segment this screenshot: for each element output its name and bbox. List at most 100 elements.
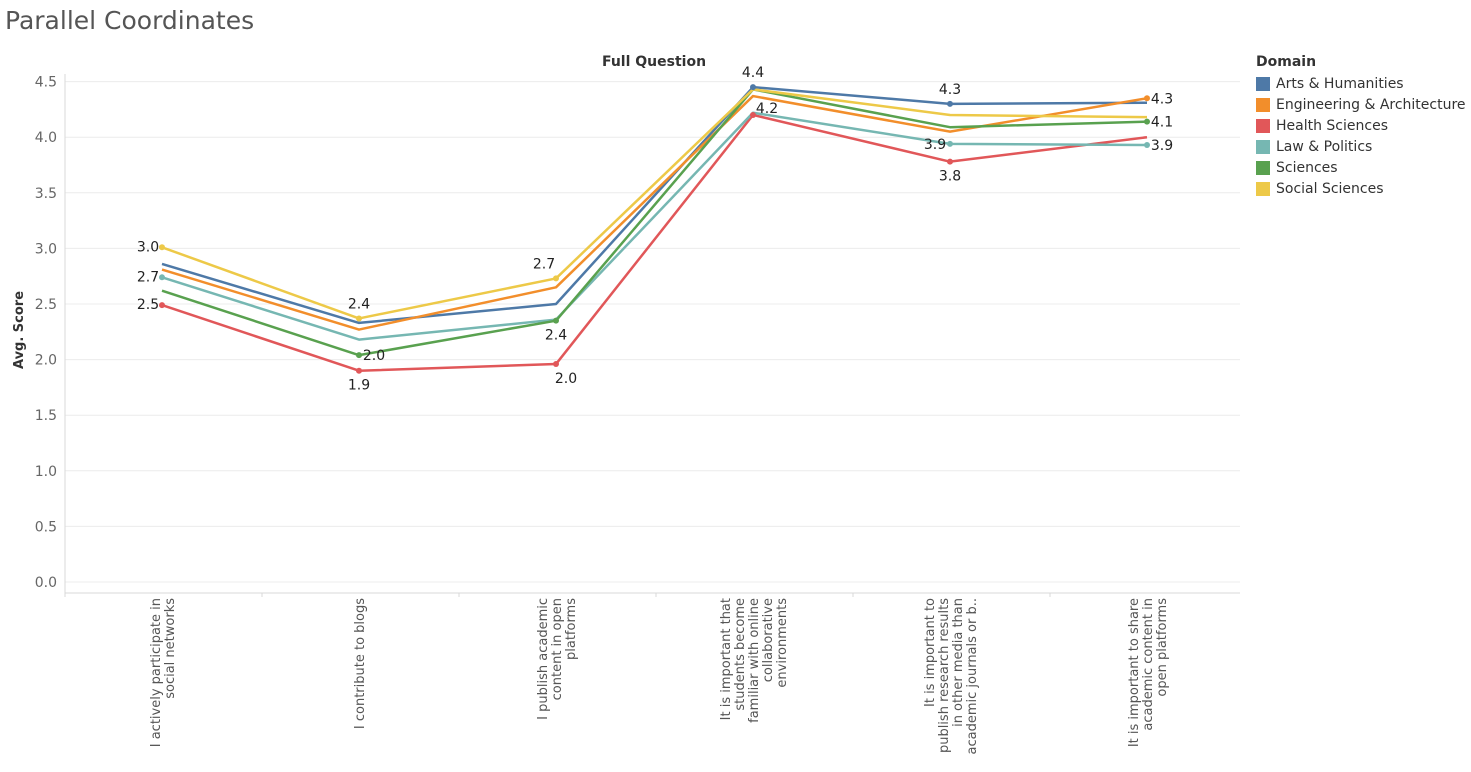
x-tick-label: It is important that (719, 598, 734, 720)
y-tick-label: 0.5 (35, 519, 57, 535)
data-label: 3.9 (1151, 138, 1173, 154)
x-tick-label: social networks (163, 598, 178, 699)
series-line-arts-humanities (161, 85, 1148, 325)
data-point (947, 158, 953, 165)
series-line-social-sciences (161, 88, 1148, 320)
chart-title: Full Question (602, 54, 706, 70)
x-category-label: It is important to share academic content… (1127, 598, 1170, 747)
data-label: 4.3 (939, 82, 961, 98)
x-tick-label: collaborative (761, 598, 776, 682)
data-point (750, 111, 756, 118)
legend-label: Law & Politics (1276, 138, 1373, 155)
legend-item[interactable]: Health Sciences (1256, 115, 1466, 136)
legend-item[interactable]: Social Sciences (1256, 178, 1466, 199)
x-tick-label: in other media than (951, 598, 966, 727)
data-point (1144, 95, 1150, 102)
data-label: 4.1 (1151, 115, 1173, 131)
data-point (356, 367, 362, 374)
series-line-law-politics (161, 111, 1148, 341)
data-point (553, 317, 559, 324)
x-tick-label: environments (775, 598, 790, 688)
legend-item[interactable]: Law & Politics (1256, 136, 1466, 157)
data-label: 2.4 (348, 296, 370, 312)
data-point (159, 274, 165, 281)
x-tick-label: publish research results (937, 598, 952, 753)
data-label: 3.8 (939, 169, 961, 185)
data-point (356, 352, 362, 359)
data-point (159, 302, 165, 309)
data-label: 2.0 (555, 371, 577, 387)
series-line-engineering-architecture (161, 94, 1148, 331)
data-point (553, 361, 559, 368)
legend-label: Social Sciences (1276, 180, 1384, 197)
data-label: 2.0 (363, 348, 385, 364)
y-tick-label: 2.5 (35, 297, 57, 313)
data-point (947, 100, 953, 107)
data-point (947, 140, 953, 147)
parallel-coordinates-chart: Full Question Avg. Score 0.0 0.5 1.0 1.5 2.0… (12, 54, 1240, 754)
y-tick-label: 3.0 (35, 241, 57, 257)
x-category-label: I contribute to blogs (353, 598, 368, 729)
series-line-sciences (161, 88, 1148, 357)
data-label: 3.0 (137, 239, 159, 255)
legend-swatch (1256, 160, 1270, 175)
data-label: 4.2 (756, 101, 778, 117)
series-line-health-sciences (161, 113, 1148, 372)
legend-label: Health Sciences (1276, 117, 1388, 134)
legend-swatch (1256, 76, 1270, 91)
data-point (750, 84, 756, 91)
x-tick-label: I contribute to blogs (353, 598, 368, 729)
x-tick-label: It is important to (923, 598, 938, 707)
y-tick-label: 1.0 (35, 464, 57, 480)
x-tick-label: I publish academic (536, 598, 551, 720)
y-tick-label: 0.0 (35, 575, 57, 591)
legend-item[interactable]: Sciences (1256, 157, 1466, 178)
legend-label: Engineering & Architecture (1276, 96, 1466, 113)
data-point (1144, 141, 1150, 148)
x-tick-label: platforms (564, 598, 579, 660)
legend-swatch (1256, 181, 1270, 196)
grid-layer (65, 81, 1240, 583)
x-tick-label: content in open (550, 598, 565, 700)
x-tick-label: open platforms (1155, 598, 1170, 697)
y-tick-label: 1.5 (35, 408, 57, 424)
page-title: Parallel Coordinates (5, 6, 255, 35)
series-layer (161, 85, 1148, 372)
x-tick-label: familiar with online (747, 598, 762, 723)
data-label: 4.4 (742, 65, 764, 81)
x-category-label: I actively participate in social networks (149, 598, 178, 747)
x-tick-label: It is important to share (1127, 598, 1142, 747)
x-tick-label: I actively participate in (149, 598, 164, 747)
data-label: 2.5 (137, 297, 159, 313)
y-tick-label: 3.5 (35, 186, 57, 202)
x-category-label: It is important to publish research resul… (923, 598, 980, 755)
legend-title: Domain (1256, 54, 1317, 70)
legend-swatch (1256, 139, 1270, 154)
data-label: 2.7 (533, 256, 555, 272)
data-point (553, 275, 559, 282)
legend-items: Arts & Humanities Engineering & Architect… (1256, 73, 1466, 199)
legend-label: Sciences (1276, 159, 1338, 176)
y-axis-title: Avg. Score (12, 291, 27, 369)
legend-label: Arts & Humanities (1276, 75, 1404, 92)
x-category-label: It is important that students become famil… (719, 598, 790, 723)
data-label: 2.7 (137, 269, 159, 285)
y-tick-label: 2.0 (35, 353, 57, 369)
data-label: 4.3 (1151, 91, 1173, 107)
y-tick-label: 4.0 (35, 130, 57, 146)
y-tick-label: 4.5 (35, 75, 57, 91)
data-label: 3.9 (924, 137, 946, 153)
x-category-label: I publish academic content in open platfor… (536, 598, 579, 720)
data-point (356, 315, 362, 322)
x-tick-label: students become (733, 598, 748, 711)
legend-swatch (1256, 97, 1270, 112)
data-label-layer: 3.0 2.7 2.5 2.4 2.0 1.9 2.7 2.4 2.0 4.4 4.2 4.3 3.9 3… (137, 65, 1173, 394)
axis-layer: 0.0 0.5 1.0 1.5 2.0 2.5 3.0 3.5 4.0 4.5 I actively… (35, 74, 1240, 754)
legend-item[interactable]: Engineering & Architecture (1256, 94, 1466, 115)
x-tick-label: academic content in (1141, 598, 1156, 731)
x-tick-label: academic journals or b.. (965, 598, 980, 754)
data-label: 1.9 (348, 378, 370, 394)
data-point (1144, 118, 1150, 125)
legend-swatch (1256, 118, 1270, 133)
legend-item[interactable]: Arts & Humanities (1256, 73, 1466, 94)
